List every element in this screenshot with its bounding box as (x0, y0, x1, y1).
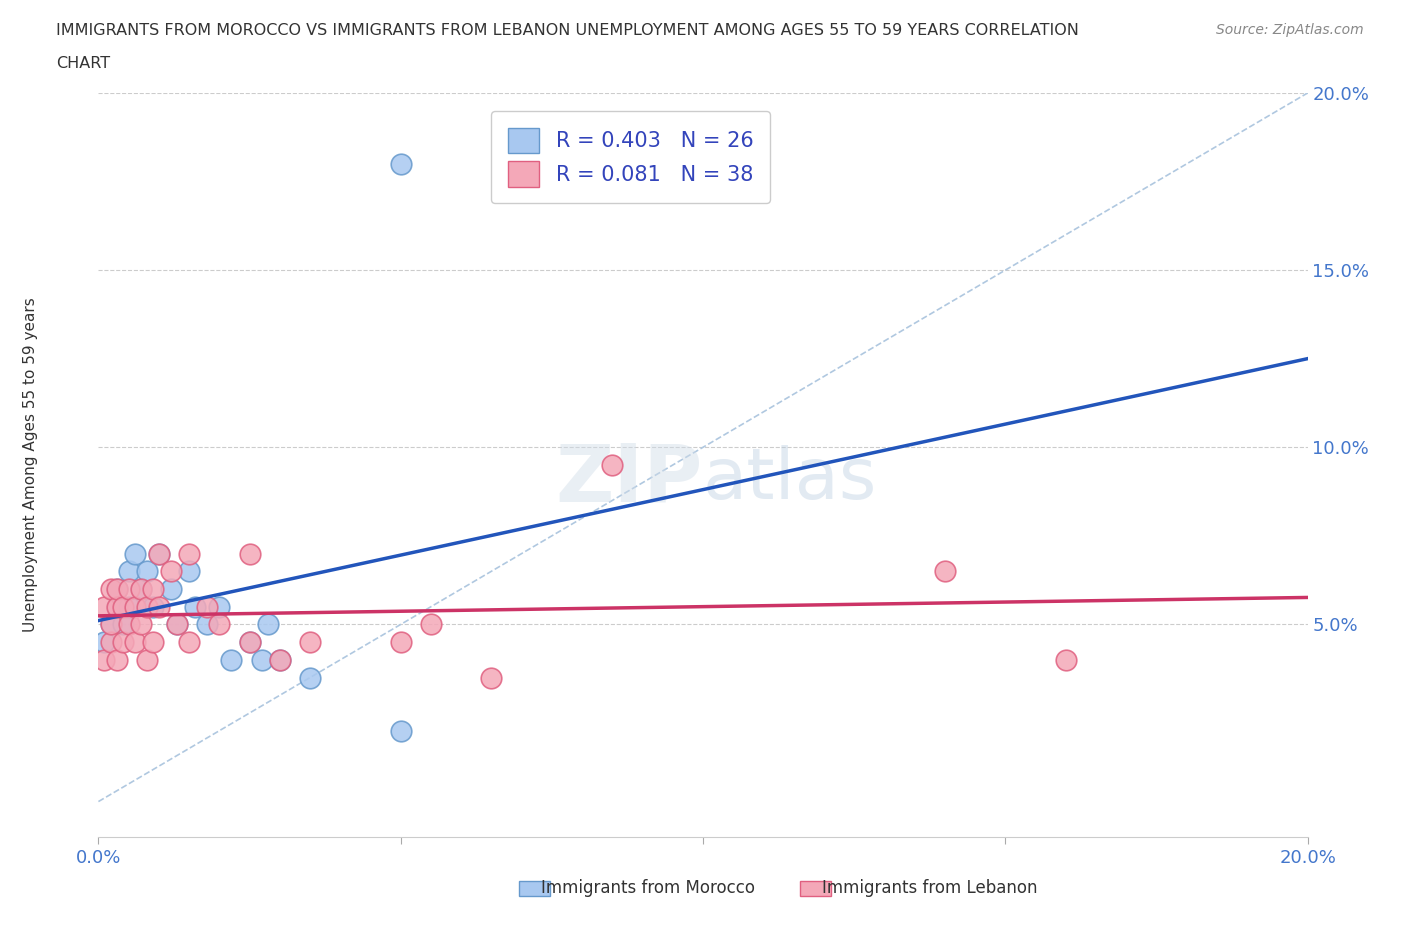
Point (105, 581, 128, 596)
Point (105, 599, 128, 614)
Point (93, 599, 115, 614)
Point (142, 634, 165, 649)
Point (111, 617, 134, 631)
Point (124, 546, 146, 561)
Point (1054, 653, 1077, 668)
Text: IMMIGRANTS FROM MOROCCO VS IMMIGRANTS FROM LEBANON UNEMPLOYMENT AMONG AGES 55 TO: IMMIGRANTS FROM MOROCCO VS IMMIGRANTS FR… (56, 23, 1080, 38)
Point (118, 599, 141, 614)
Point (111, 634, 134, 649)
Text: ZIP: ZIP (555, 441, 703, 519)
Point (124, 634, 146, 649)
Point (179, 546, 201, 561)
Point (124, 599, 146, 614)
Point (250, 653, 273, 668)
Point (105, 599, 128, 614)
Point (135, 653, 157, 668)
Point (269, 653, 291, 668)
Point (118, 617, 141, 631)
Text: Unemployment Among Ages 55 to 59 years: Unemployment Among Ages 55 to 59 years (24, 298, 38, 632)
Point (166, 617, 188, 631)
Point (420, 617, 443, 631)
Text: Immigrants from Lebanon: Immigrants from Lebanon (801, 879, 1038, 897)
Point (160, 581, 183, 596)
Point (208, 617, 231, 631)
Text: Immigrants from Morocco: Immigrants from Morocco (520, 879, 755, 897)
Point (221, 653, 243, 668)
Point (195, 617, 218, 631)
Point (256, 617, 278, 631)
Point (148, 599, 170, 614)
Point (179, 634, 201, 649)
Point (184, 599, 207, 614)
Point (389, 724, 412, 738)
Point (100, 617, 122, 631)
Point (299, 634, 322, 649)
Point (135, 564, 157, 578)
Point (93, 653, 115, 668)
Point (160, 564, 183, 578)
Point (111, 599, 134, 614)
Point (239, 546, 262, 561)
Text: CHART: CHART (56, 56, 110, 71)
Point (93, 634, 115, 649)
Point (208, 599, 231, 614)
Point (934, 564, 956, 578)
Point (118, 581, 141, 596)
Point (195, 599, 218, 614)
Point (100, 617, 122, 631)
Point (105, 653, 128, 668)
Point (129, 581, 152, 596)
Point (142, 581, 165, 596)
Point (179, 564, 201, 578)
Point (135, 599, 157, 614)
FancyBboxPatch shape (519, 881, 550, 896)
Point (481, 671, 503, 685)
Point (389, 634, 412, 649)
Point (166, 617, 188, 631)
Point (299, 671, 322, 685)
Point (148, 546, 170, 561)
FancyBboxPatch shape (800, 881, 831, 896)
Point (100, 634, 122, 649)
Point (389, 156, 412, 171)
Point (142, 599, 165, 614)
Legend: R = 0.403   N = 26, R = 0.081   N = 38: R = 0.403 N = 26, R = 0.081 N = 38 (491, 111, 770, 204)
Point (118, 564, 141, 578)
Point (129, 617, 152, 631)
Point (239, 634, 262, 649)
Text: Source: ZipAtlas.com: Source: ZipAtlas.com (1216, 23, 1364, 37)
Point (269, 653, 291, 668)
Point (148, 546, 170, 561)
Text: atlas: atlas (703, 445, 877, 514)
Point (100, 581, 122, 596)
Point (239, 634, 262, 649)
Point (129, 581, 152, 596)
Point (105, 581, 128, 596)
Point (602, 458, 624, 472)
